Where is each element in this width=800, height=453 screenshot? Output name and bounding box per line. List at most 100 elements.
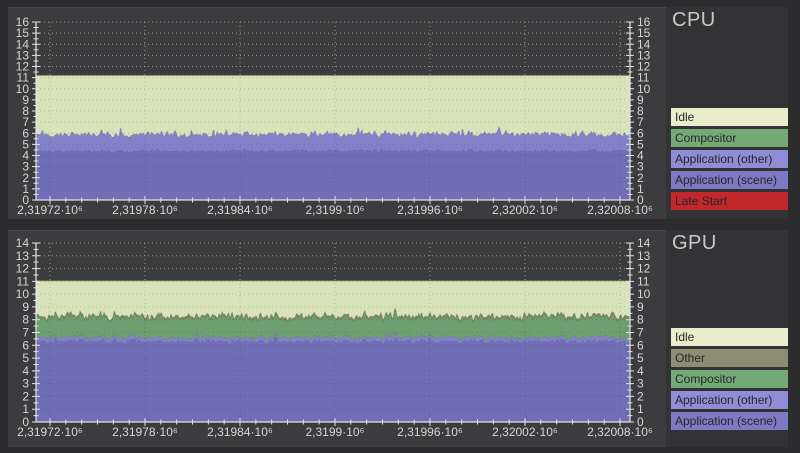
- y-tick-label-left: 11: [17, 274, 30, 288]
- x-tick-label: 2,31972·10⁶: [17, 425, 83, 439]
- y-tick-label-left: 8: [22, 104, 29, 118]
- y-tick-label-right: 7: [637, 115, 644, 129]
- y-tick-label-left: 0: [22, 193, 29, 207]
- y-tick-label-left: 16: [16, 15, 30, 29]
- y-tick-label-left: 14: [16, 37, 30, 51]
- x-tick-label: 2,3199·10⁶: [306, 425, 365, 439]
- y-tick-label-right: 13: [637, 48, 651, 62]
- y-tick-label-left: 8: [22, 313, 29, 327]
- x-tick-label: 2,31996·10⁶: [397, 203, 463, 217]
- y-tick-label-left: 10: [16, 287, 30, 301]
- y-tick-label-left: 11: [17, 71, 30, 85]
- y-tick-label-right: 5: [637, 351, 644, 365]
- y-tick-label-right: 10: [637, 287, 651, 301]
- legend-item-compositor[interactable]: Compositor: [671, 129, 788, 147]
- series-idle: [36, 280, 630, 321]
- y-tick-label-left: 3: [22, 160, 29, 174]
- tick-marks: [32, 242, 634, 426]
- cpu-legend: Idle Compositor Application (other) Applica…: [671, 108, 788, 213]
- y-tick-label-left: 13: [16, 249, 30, 263]
- grid-dotted-over: [36, 21, 630, 200]
- y-tick-label-right: 8: [637, 104, 644, 118]
- legend-item-application-other[interactable]: Application (other): [671, 150, 788, 168]
- y-tick-label-left: 1: [22, 402, 29, 416]
- x-tick-label: 2,32008·10⁶: [587, 425, 653, 439]
- series-application-scene: [36, 336, 630, 422]
- x-tick-label: 2,31984·10⁶: [207, 203, 273, 217]
- y-tick-label-left: 1: [22, 182, 29, 196]
- y-tick-label-right: 11: [637, 274, 650, 288]
- legend-item-application-other[interactable]: Application (other): [671, 391, 788, 409]
- x-tick-label: 2,32002·10⁶: [492, 425, 558, 439]
- y-tick-label-left: 14: [16, 236, 30, 250]
- series-application-other: [36, 332, 630, 344]
- y-tick-label-left: 12: [16, 60, 30, 74]
- series-other: [36, 307, 630, 324]
- y-tick-label-right: 14: [637, 37, 651, 51]
- y-tick-label-right: 6: [637, 338, 644, 352]
- y-tick-label-right: 1: [637, 182, 644, 196]
- y-tick-label-left: 10: [16, 82, 30, 96]
- y-tick-label-right: 11: [637, 71, 650, 85]
- y-tick-label-right: 6: [637, 126, 644, 140]
- y-tick-label-right: 4: [637, 364, 644, 378]
- series-application-scene: [36, 148, 630, 200]
- y-tick-label-left: 4: [22, 364, 29, 378]
- grid-dotted-over: [36, 242, 630, 422]
- gpu-title: GPU: [672, 232, 717, 254]
- y-tick-label-right: 4: [637, 149, 644, 163]
- y-tick-label-left: 13: [16, 48, 30, 62]
- y-tick-label-right: 2: [637, 389, 644, 403]
- legend-item-other[interactable]: Other: [671, 349, 788, 367]
- y-tick-label-left: 9: [22, 93, 29, 107]
- y-tick-label-right: 8: [637, 313, 644, 327]
- y-tick-label-left: 7: [22, 326, 29, 340]
- legend-item-application-scene[interactable]: Application (scene): [671, 171, 788, 189]
- y-tick-label-right: 12: [637, 60, 651, 74]
- y-tick-label-left: 3: [22, 377, 29, 391]
- y-tick-label-left: 6: [22, 338, 29, 352]
- y-tick-label-left: 2: [22, 389, 29, 403]
- x-tick-label: 2,31978·10⁶: [112, 203, 178, 217]
- x-tick-label: 2,31972·10⁶: [17, 203, 83, 217]
- y-tick-label-left: 6: [22, 126, 29, 140]
- y-tick-label-left: 4: [22, 149, 29, 163]
- y-tick-label-left: 2: [22, 171, 29, 185]
- legend-item-compositor[interactable]: Compositor: [671, 370, 788, 388]
- x-tick-label: 2,32002·10⁶: [492, 203, 558, 217]
- y-tick-label-right: 3: [637, 160, 644, 174]
- x-tick-label: 2,31978·10⁶: [112, 425, 178, 439]
- y-tick-label-left: 7: [22, 115, 29, 129]
- y-tick-label-right: 10: [637, 82, 651, 96]
- y-tick-label-right: 3: [637, 377, 644, 391]
- y-tick-label-right: 14: [637, 236, 651, 250]
- series-compositor: [36, 309, 630, 341]
- series-idle: [36, 75, 630, 138]
- y-tick-label-right: 9: [637, 93, 644, 107]
- y-tick-label-left: 0: [22, 415, 29, 429]
- x-tick-label: 2,31996·10⁶: [397, 425, 463, 439]
- y-tick-label-left: 9: [22, 300, 29, 314]
- cpu-title: CPU: [672, 9, 716, 31]
- tick-marks: [32, 21, 634, 204]
- y-tick-label-left: 5: [22, 137, 29, 151]
- y-tick-label-right: 9: [637, 300, 644, 314]
- y-tick-label-right: 5: [637, 137, 644, 151]
- y-tick-label-left: 12: [16, 262, 30, 276]
- y-tick-label-right: 1: [637, 402, 644, 416]
- y-tick-label-left: 15: [16, 26, 30, 40]
- y-tick-label-right: 16: [637, 15, 651, 29]
- y-tick-label-right: 7: [637, 326, 644, 340]
- legend-item-idle[interactable]: Idle: [671, 108, 788, 126]
- legend-item-application-scene[interactable]: Application (scene): [671, 412, 788, 430]
- legend-item-late-start[interactable]: Late Start: [671, 192, 788, 210]
- y-tick-label-left: 5: [22, 351, 29, 365]
- x-tick-label: 2,32008·10⁶: [587, 203, 653, 217]
- series-application-other: [36, 126, 630, 153]
- y-tick-label-right: 12: [637, 262, 651, 276]
- gpu-legend: Idle Other Compositor Application (other) Ap…: [671, 328, 788, 433]
- legend-item-idle[interactable]: Idle: [671, 328, 788, 346]
- y-tick-label-right: 2: [637, 171, 644, 185]
- y-tick-label-right: 15: [637, 26, 651, 40]
